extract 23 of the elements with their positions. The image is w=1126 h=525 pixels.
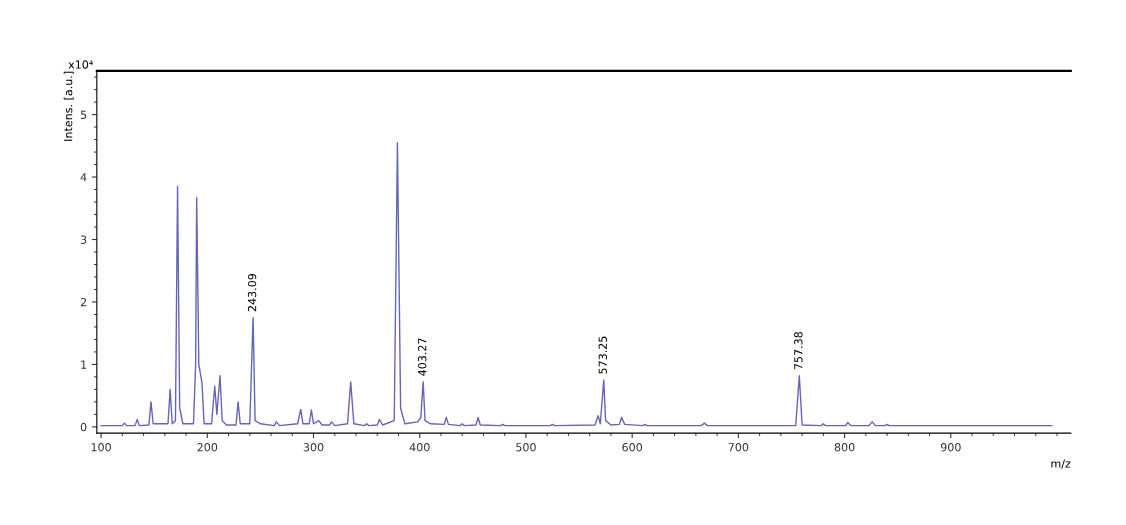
y-tick-label: 4 (80, 173, 87, 182)
annotation: 403.27 (418, 338, 427, 376)
annotation: 243.09 (247, 273, 257, 312)
y-axis-title: Intens. [a.u.] (63, 71, 74, 141)
x-tick-label: 200 (197, 443, 218, 452)
x-tick-label: 900 (940, 443, 961, 452)
line-series (100, 142, 1053, 427)
x-tick-label: 800 (834, 443, 855, 452)
y-tick-label: 3 (80, 235, 87, 244)
annotation: 573.25 (598, 336, 607, 374)
y-tick-label: 2 (80, 297, 86, 307)
x-tick-label: 600 (622, 443, 643, 452)
x-axis-title: m/z (1051, 459, 1071, 469)
x-tick-label: 700 (728, 443, 749, 452)
y-tick-label: 0 (80, 422, 87, 432)
annotation: 757.38 (794, 331, 803, 370)
x-tick-label: 300 (303, 443, 324, 452)
x-tick-label: 400 (409, 443, 430, 452)
y-tick-label: 1 (81, 360, 87, 369)
x-tick-label: 100 (91, 443, 111, 452)
y-tick-label: 5 (80, 110, 87, 119)
x-tick-label: 500 (516, 443, 536, 452)
text: x10⁴ (68, 60, 93, 69)
